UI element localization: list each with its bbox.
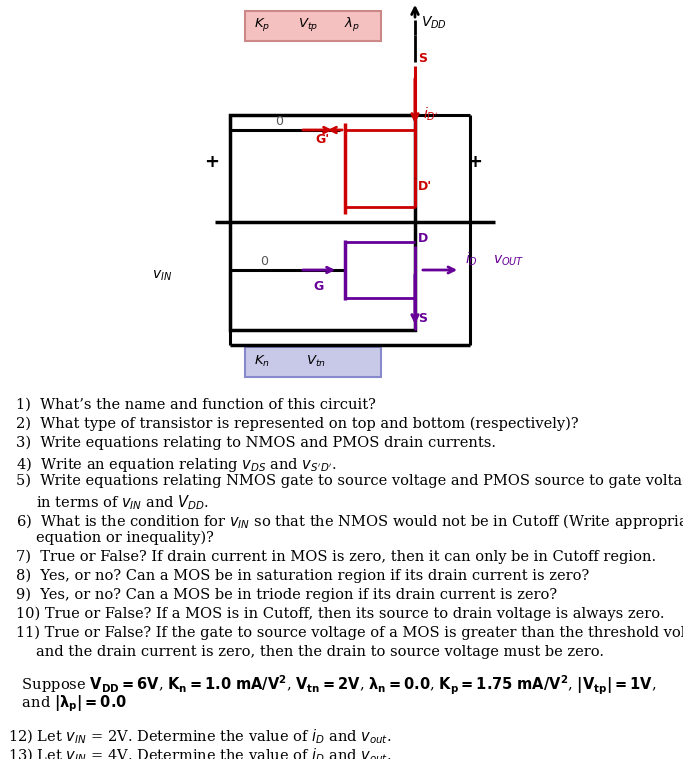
Text: 0: 0 bbox=[260, 255, 268, 268]
Text: 7)  True or False? If drain current in MOS is zero, then it can only be in Cutof: 7) True or False? If drain current in MO… bbox=[16, 550, 656, 565]
Text: 13) Let $v_{IN}$ = 4V. Determine the value of $i_D$ and $v_{out}$.: 13) Let $v_{IN}$ = 4V. Determine the val… bbox=[8, 746, 391, 759]
Text: in terms of $v_{IN}$ and $V_{DD}$.: in terms of $v_{IN}$ and $V_{DD}$. bbox=[36, 493, 209, 512]
Text: $i_D$: $i_D$ bbox=[465, 250, 478, 268]
Text: +: + bbox=[467, 153, 482, 171]
FancyBboxPatch shape bbox=[245, 11, 381, 41]
Text: 6)  What is the condition for $v_{IN}$ so that the NMOS would not be in Cutoff (: 6) What is the condition for $v_{IN}$ so… bbox=[16, 512, 683, 531]
Text: 2)  What type of transistor is represented on top and bottom (respectively)?: 2) What type of transistor is represente… bbox=[16, 417, 579, 431]
Text: $\lambda_p$: $\lambda_p$ bbox=[344, 16, 360, 34]
Text: $v_{OUT}$: $v_{OUT}$ bbox=[493, 254, 525, 268]
Bar bbox=[230, 115, 415, 330]
Text: $i_{D'}$: $i_{D'}$ bbox=[423, 106, 438, 124]
Text: 9)  Yes, or no? Can a MOS be in triode region if its drain current is zero?: 9) Yes, or no? Can a MOS be in triode re… bbox=[16, 588, 557, 603]
Text: D: D bbox=[418, 232, 428, 245]
Text: $V_{tp}$: $V_{tp}$ bbox=[298, 17, 318, 33]
Text: S: S bbox=[418, 52, 427, 65]
Text: 3)  Write equations relating to NMOS and PMOS drain currents.: 3) Write equations relating to NMOS and … bbox=[16, 436, 496, 450]
Text: equation or inequality)?: equation or inequality)? bbox=[36, 531, 214, 546]
Text: 1)  What’s the name and function of this circuit?: 1) What’s the name and function of this … bbox=[16, 398, 376, 412]
Text: 8)  Yes, or no? Can a MOS be in saturation region if its drain current is zero?: 8) Yes, or no? Can a MOS be in saturatio… bbox=[16, 569, 589, 584]
Text: 11) True or False? If the gate to source voltage of a MOS is greater than the th: 11) True or False? If the gate to source… bbox=[16, 626, 683, 641]
Text: and $\mathbf{|\lambda_p| = 0.0}$: and $\mathbf{|\lambda_p| = 0.0}$ bbox=[8, 693, 127, 713]
Text: and the drain current is zero, then the drain to source voltage must be zero.: and the drain current is zero, then the … bbox=[36, 645, 604, 659]
Text: $v_{IN}$: $v_{IN}$ bbox=[152, 269, 172, 283]
Text: 10) True or False? If a MOS is in Cutoff, then its source to drain voltage is al: 10) True or False? If a MOS is in Cutoff… bbox=[16, 607, 665, 622]
Text: S: S bbox=[418, 312, 427, 325]
Text: $K_n$: $K_n$ bbox=[254, 354, 270, 369]
Text: $V_{tn}$: $V_{tn}$ bbox=[306, 354, 326, 369]
Text: 0: 0 bbox=[275, 115, 283, 128]
Text: 4)  Write an equation relating $v_{DS}$ and $v_{S'D'}$.: 4) Write an equation relating $v_{DS}$ a… bbox=[16, 455, 337, 474]
Text: G': G' bbox=[315, 133, 329, 146]
FancyBboxPatch shape bbox=[245, 347, 381, 377]
Text: G: G bbox=[313, 280, 323, 293]
Text: $V_{DD}$: $V_{DD}$ bbox=[421, 15, 447, 31]
Text: +: + bbox=[204, 153, 219, 171]
Text: 12) Let $v_{IN}$ = 2V. Determine the value of $i_D$ and $v_{out}$.: 12) Let $v_{IN}$ = 2V. Determine the val… bbox=[8, 727, 391, 745]
Text: Suppose $\mathbf{V_{DD} = 6V}$, $\mathbf{K_n = 1.0\ mA/V^2}$, $\mathbf{V_{tn} = : Suppose $\mathbf{V_{DD} = 6V}$, $\mathbf… bbox=[8, 674, 656, 698]
Text: D': D' bbox=[418, 180, 432, 193]
Text: 5)  Write equations relating NMOS gate to source voltage and PMOS source to gate: 5) Write equations relating NMOS gate to… bbox=[16, 474, 683, 488]
Text: $K_p$: $K_p$ bbox=[254, 17, 270, 33]
